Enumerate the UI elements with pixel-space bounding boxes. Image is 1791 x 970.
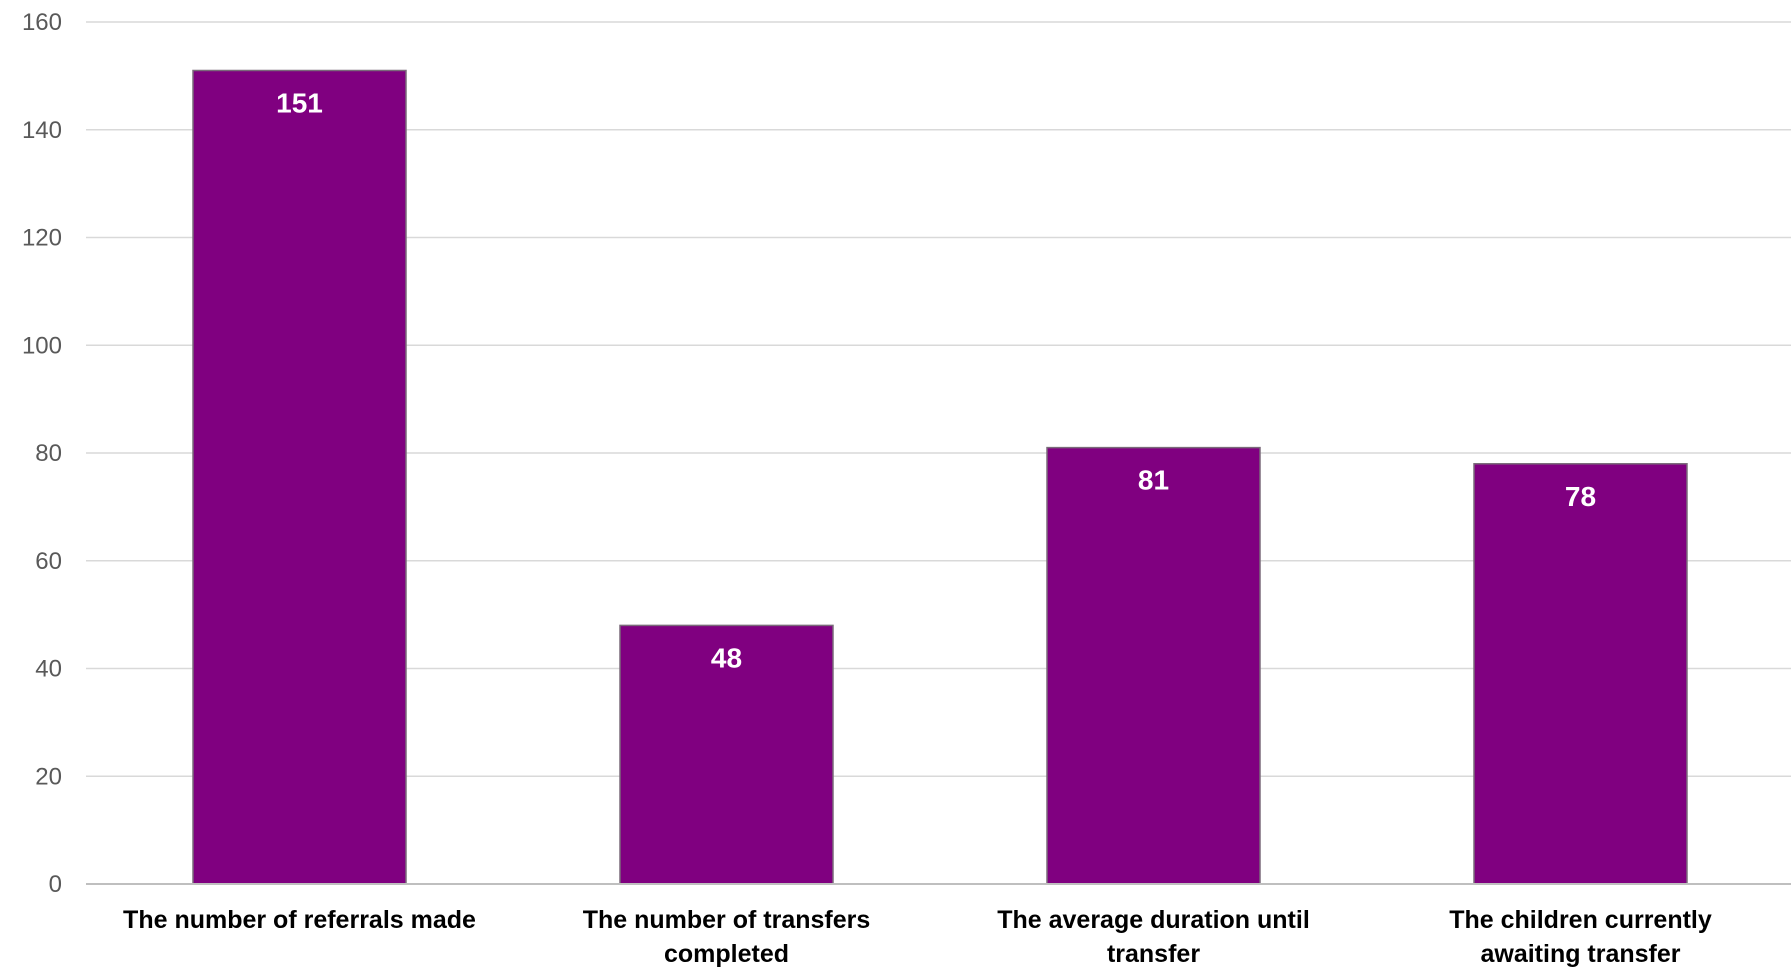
y-tick-label: 60 — [35, 548, 62, 575]
bar — [619, 624, 834, 885]
x-tick-label: The children currently — [1449, 906, 1712, 934]
data-label: 81 — [1138, 465, 1169, 496]
y-tick-label: 120 — [22, 225, 62, 252]
x-tick-label: The number of transfers — [583, 906, 871, 934]
x-tick-label: The average duration until — [997, 906, 1310, 934]
bar — [192, 69, 407, 885]
data-label: 78 — [1565, 481, 1596, 512]
bar — [1473, 463, 1688, 885]
data-label: 151 — [276, 87, 323, 118]
y-tick-label: 80 — [35, 440, 62, 467]
x-axis-category-labels: The number of referrals made The number o… — [123, 906, 1712, 968]
y-tick-label: 140 — [22, 117, 62, 144]
x-tick-label: awaiting transfer — [1480, 940, 1680, 968]
bar — [1046, 446, 1261, 885]
y-axis-tick-labels: 0 20 40 60 80 100 120 140 160 — [22, 9, 62, 898]
bars — [192, 69, 1688, 885]
x-tick-label: completed — [664, 940, 789, 968]
x-tick-label: transfer — [1107, 940, 1200, 968]
data-labels: 151 48 81 78 — [276, 87, 1596, 673]
y-tick-label: 100 — [22, 332, 62, 359]
y-tick-label: 40 — [35, 656, 62, 683]
data-label: 48 — [711, 642, 742, 673]
y-tick-label: 20 — [35, 763, 62, 790]
x-tick-label: The number of referrals made — [123, 906, 476, 934]
y-tick-label: 160 — [22, 9, 62, 36]
y-tick-label: 0 — [49, 871, 62, 898]
